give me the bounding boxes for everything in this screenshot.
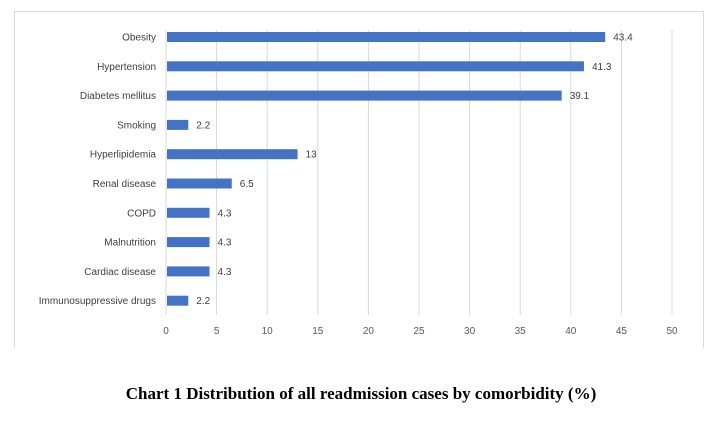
data-label: 4.3	[218, 267, 232, 278]
category-label: Hyperlipidemia	[90, 150, 157, 161]
bar	[167, 32, 606, 42]
data-label: 2.2	[196, 296, 210, 307]
x-tick-label: 15	[312, 326, 324, 337]
x-tick-label: 35	[515, 326, 527, 337]
x-tick-label: 50	[666, 326, 678, 337]
chart-frame	[14, 11, 704, 348]
x-tick-label: 20	[363, 326, 375, 337]
category-label: COPD	[127, 208, 156, 219]
bar	[167, 149, 298, 160]
bar-chart: 0 5 10 15 20 25 30 35 40 45 50 Obesity 43.4 Hypertens…	[39, 30, 678, 337]
x-tick-label: 45	[616, 326, 628, 337]
x-tick-label: 0	[163, 326, 169, 337]
data-label: 2.2	[196, 120, 210, 131]
category-label: Renal disease	[93, 179, 157, 190]
bar	[167, 207, 210, 218]
x-tick-label: 25	[413, 326, 425, 337]
data-label: 41.3	[592, 62, 612, 73]
x-tick-label: 40	[565, 326, 577, 337]
data-label: 43.4	[613, 33, 633, 44]
category-label: Smoking	[117, 120, 156, 131]
category-label: Hypertension	[97, 62, 156, 73]
data-label: 4.3	[218, 208, 232, 219]
category-label: Obesity	[122, 33, 156, 44]
bar	[167, 237, 210, 248]
bar	[167, 295, 189, 306]
bar	[167, 119, 189, 130]
x-tick-label: 30	[464, 326, 476, 337]
data-label: 6.5	[240, 179, 254, 190]
chart-caption: Chart 1 Distribution of all readmission …	[125, 384, 597, 403]
data-label: 4.3	[218, 238, 232, 249]
data-label: 39.1	[570, 91, 590, 102]
category-label: Immunosuppressive drugs	[39, 296, 156, 307]
bar	[167, 61, 584, 72]
category-label: Diabetes mellitus	[80, 91, 156, 102]
data-label: 13	[306, 150, 318, 161]
bar	[167, 178, 232, 189]
bar	[167, 266, 210, 277]
category-label: Malnutrition	[104, 238, 156, 249]
bar	[167, 90, 562, 101]
x-tick-label: 5	[214, 326, 220, 337]
category-label: Cardiac disease	[84, 267, 156, 278]
x-tick-label: 10	[262, 326, 274, 337]
